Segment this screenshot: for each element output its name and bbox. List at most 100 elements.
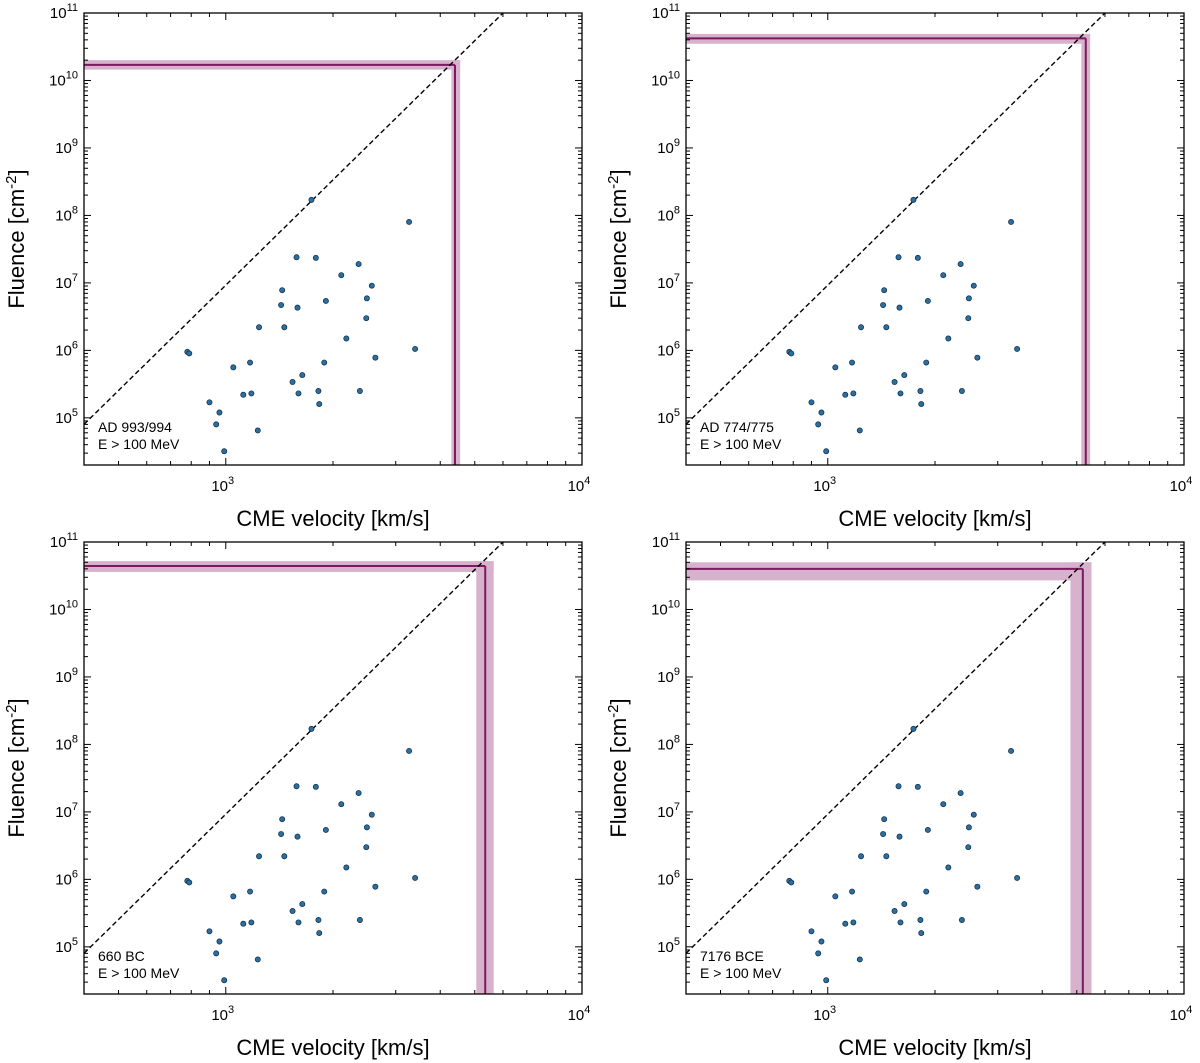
y-tick-label-base: 10 (657, 669, 674, 686)
y-tick-label-exponent: 11 (67, 2, 78, 14)
data-point (897, 919, 904, 926)
data-point (279, 816, 286, 823)
data-point (363, 295, 370, 302)
y-axis-label: Fluence [cm-2] (605, 169, 631, 308)
data-point (294, 304, 301, 311)
data-point (923, 359, 930, 366)
data-point (356, 917, 363, 923)
data-point (308, 725, 315, 732)
data-point (808, 399, 815, 406)
y-axis-label-main: Fluence [cm (4, 718, 29, 838)
y-tick-label: 1010 (651, 598, 680, 618)
y-tick-label-base: 10 (50, 534, 67, 551)
data-point (312, 254, 319, 261)
y-tick-label-exponent: 11 (67, 531, 78, 543)
data-point (248, 390, 255, 397)
data-point (308, 196, 315, 203)
x-tick-label-exponent: 3 (228, 1004, 234, 1016)
y-tick-label: 1011 (50, 531, 78, 551)
data-point (965, 315, 972, 322)
y-tick-label-exponent: 9 (72, 666, 78, 678)
data-point (849, 359, 856, 366)
y-tick-label: 107 (55, 272, 78, 292)
y-tick-label: 1010 (49, 69, 78, 89)
x-tick-label-exponent: 4 (584, 1004, 590, 1016)
data-point (818, 409, 825, 416)
y-tick-label-exponent: 9 (674, 666, 680, 678)
y-tick-label-base: 10 (657, 140, 674, 157)
y-tick-label-base: 10 (657, 939, 674, 956)
y-tick-label-exponent: 7 (674, 801, 680, 813)
data-point (256, 853, 262, 860)
data-point (343, 335, 350, 342)
y-tick-label: 1010 (651, 69, 680, 89)
data-point (895, 254, 902, 261)
event-annotation-line: AD 993/994 (98, 419, 172, 435)
y-tick-label-exponent: 6 (72, 868, 78, 880)
x-tick-label-base: 10 (1170, 478, 1187, 495)
data-point (1014, 874, 1021, 881)
y-axis-label-tail: ] (4, 169, 29, 175)
y-tick-label-base: 10 (49, 601, 66, 618)
y-tick-label: 109 (657, 137, 680, 157)
data-point (832, 364, 839, 371)
y-tick-label-base: 10 (55, 804, 72, 821)
y-tick-label: 108 (55, 733, 78, 753)
data-point (891, 908, 898, 914)
y-tick-label-base: 10 (657, 342, 674, 359)
dashed-reference-line (84, 542, 504, 954)
y-tick-label-exponent: 5 (72, 936, 78, 948)
data-point (914, 254, 921, 261)
data-point (299, 372, 306, 379)
plot-frame (83, 12, 583, 466)
y-tick-label: 1011 (652, 531, 680, 551)
x-tick-label: 104 (1170, 1004, 1193, 1024)
y-tick-label-exponent: 5 (72, 407, 78, 419)
dashed-reference-line (686, 13, 1106, 425)
x-tick-label-base: 10 (211, 478, 228, 495)
data-point (289, 379, 296, 385)
event-annotation-line: 7176 BCE (700, 948, 764, 964)
data-point (279, 287, 286, 294)
y-tick-label-base: 10 (657, 736, 674, 753)
y-axis-label-superscript: -2 (605, 175, 622, 188)
data-point (965, 824, 972, 831)
data-point (240, 391, 247, 398)
x-tick-label-base: 10 (813, 1007, 830, 1024)
data-point (856, 956, 863, 963)
data-point (957, 261, 964, 268)
data-point (965, 295, 972, 302)
data-point (363, 315, 370, 322)
y-tick-label: 106 (55, 339, 78, 359)
plot-area (84, 13, 504, 465)
data-point (322, 826, 329, 833)
data-point (312, 783, 319, 790)
data-point (924, 826, 931, 833)
data-point (216, 938, 223, 945)
y-tick-label-base: 10 (55, 736, 72, 753)
velocity-uncertainty-band (1070, 562, 1092, 994)
plot-frame (685, 12, 1185, 466)
data-point (974, 883, 981, 890)
y-tick-label-base: 10 (657, 410, 674, 427)
x-tick-label-base: 10 (568, 478, 585, 495)
data-point (289, 908, 296, 914)
y-tick-label: 108 (657, 204, 680, 224)
y-tick-label-exponent: 11 (669, 2, 680, 14)
y-tick-label-base: 10 (652, 5, 669, 22)
y-tick-label: 106 (657, 868, 680, 888)
y-tick-label-exponent: 8 (72, 733, 78, 745)
y-axis-label-superscript: -2 (3, 704, 20, 717)
y-tick-label: 1010 (49, 598, 78, 618)
data-point (832, 893, 839, 900)
data-point (917, 388, 924, 394)
data-point (278, 831, 285, 837)
y-tick-label: 109 (55, 666, 78, 686)
data-point (315, 917, 322, 923)
data-point (910, 196, 917, 203)
x-tick-label: 104 (568, 1004, 591, 1024)
y-tick-label-exponent: 5 (674, 407, 680, 419)
data-point (230, 364, 237, 371)
